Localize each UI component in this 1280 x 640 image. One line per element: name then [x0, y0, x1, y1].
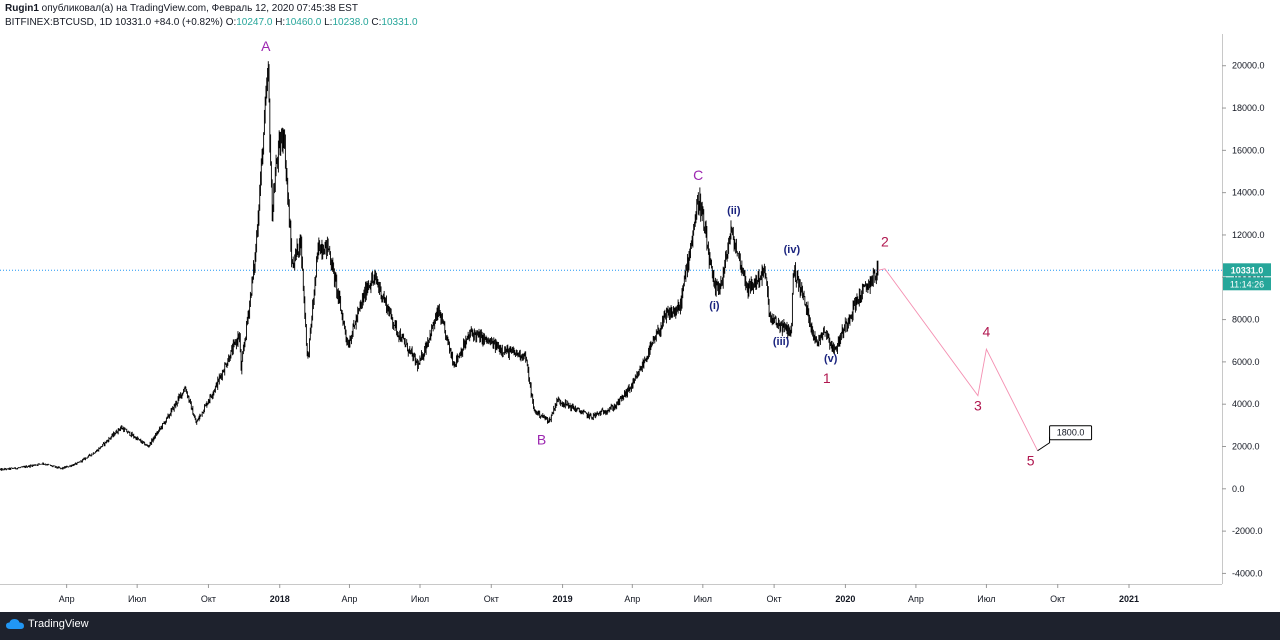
- y-tick-label: 18000.0: [1232, 103, 1265, 113]
- countdown-label: 11:14:26: [1230, 279, 1264, 289]
- last-price-label: 10331.0: [1231, 265, 1264, 275]
- open-value: 10247.0: [236, 17, 273, 28]
- y-tick-label: 8000.0: [1232, 315, 1260, 325]
- wave-label: (iv): [784, 244, 801, 256]
- close-label: C:: [371, 17, 382, 28]
- countdown-tag: [1223, 277, 1271, 291]
- wave-label: (v): [824, 353, 838, 365]
- x-tick-label: Июл: [411, 594, 429, 604]
- ohlc-legend: BITFINEX:BTCUSD, 1D 10331.0 +84.0 (+0.82…: [5, 17, 418, 28]
- x-tick-label: Апр: [624, 594, 640, 604]
- x-tick-label: 2019: [553, 594, 573, 604]
- x-tick-label: Окт: [767, 594, 782, 604]
- y-tick-label: 12000.0: [1232, 230, 1265, 240]
- author-name[interactable]: Rugin1: [5, 3, 39, 14]
- close-value: 10331.0: [381, 17, 418, 28]
- y-tick-label: 16000.0: [1232, 145, 1265, 155]
- y-tick-label: 0.0: [1232, 484, 1245, 494]
- publish-text: опубликовал(а) на TradingView.com, Февра…: [41, 3, 358, 14]
- wave-label: 4: [983, 324, 991, 340]
- y-tick-label: 14000.0: [1232, 188, 1265, 198]
- target-callout-label: 1800.0: [1057, 428, 1085, 438]
- elliott-projection: 1800.0: [877, 268, 1093, 452]
- x-tick-label: Апр: [342, 594, 358, 604]
- y-tick-label: 20000.0: [1232, 61, 1265, 71]
- y-tick-label: 10000.0: [1232, 272, 1265, 282]
- candlestick-series: [0, 61, 879, 471]
- x-tick-label: 2018: [270, 594, 290, 604]
- wave-label: (iii): [773, 336, 790, 348]
- x-tick-label: Июл: [128, 594, 146, 604]
- last-value: 10331.0: [115, 17, 152, 28]
- wave-label: 1: [823, 370, 831, 386]
- last-price-tag: [1223, 263, 1271, 277]
- x-tick-label: Окт: [1050, 594, 1065, 604]
- footer-bar: TradingView: [0, 612, 1280, 640]
- open-label: O:: [225, 17, 237, 28]
- wave-label: A: [261, 38, 271, 54]
- low-label: L:: [324, 17, 333, 28]
- x-tick-label: Окт: [484, 594, 499, 604]
- high-label: H:: [275, 17, 286, 28]
- y-tick-label: 2000.0: [1232, 442, 1260, 452]
- wave-label: 2: [881, 234, 889, 250]
- symbol-label[interactable]: BITFINEX:BTCUSD, 1D: [5, 17, 113, 28]
- brand-name: TradingView: [28, 618, 89, 630]
- chart-header: Rugin1 опубликовал(а) на TradingView.com…: [0, 0, 1280, 34]
- high-value: 10460.0: [285, 17, 322, 28]
- wave-label: 5: [1027, 453, 1035, 469]
- plot-background: [0, 34, 1222, 584]
- change-value: +84.0 (+0.82%): [153, 17, 223, 28]
- price-chart[interactable]: Апр Июл Окт 2018 Апр Июл Окт 2019 Апр Июл Окт 2020 А…: [0, 34, 1280, 612]
- publish-info: Rugin1 опубликовал(а) на TradingView.com…: [5, 3, 358, 14]
- price-axis[interactable]: 20000.0 18000.0 16000.0 14000.0 12000.0 10000…: [1222, 34, 1265, 584]
- projection-line: [877, 268, 1039, 451]
- y-tick-label: -4000.0: [1232, 568, 1263, 578]
- x-tick-label: Апр: [59, 594, 75, 604]
- price-tags: 10331.0 11:14:26: [1223, 263, 1271, 291]
- low-value: 10238.0: [332, 17, 369, 28]
- wave-label: 3: [974, 398, 982, 414]
- wave-label: (i): [709, 300, 720, 312]
- plot-area[interactable]: [0, 34, 1222, 584]
- x-tick-label: 2020: [835, 594, 855, 604]
- wave-labels: A B C (i) (ii) (iii) (iv) (v) 1 2 3 4 5: [261, 38, 1035, 469]
- y-tick-label: 6000.0: [1232, 357, 1260, 367]
- x-tick-label: Окт: [201, 594, 216, 604]
- cloud-icon: [6, 619, 24, 629]
- y-tick-label: 4000.0: [1232, 399, 1260, 409]
- target-callout-box: [1049, 425, 1093, 441]
- time-axis[interactable]: Апр Июл Окт 2018 Апр Июл Окт 2019 Апр Июл Окт 2020 А…: [0, 584, 1222, 604]
- x-tick-label: Апр: [908, 594, 924, 604]
- x-tick-label: Июл: [694, 594, 712, 604]
- wave-label: (ii): [727, 205, 741, 217]
- wave-label: C: [693, 167, 703, 183]
- x-tick-label: 2021: [1119, 594, 1139, 604]
- tradingview-logo[interactable]: TradingView: [6, 618, 89, 630]
- x-tick-label: Июл: [977, 594, 995, 604]
- y-tick-label: -2000.0: [1232, 526, 1263, 536]
- wave-label: B: [537, 431, 546, 447]
